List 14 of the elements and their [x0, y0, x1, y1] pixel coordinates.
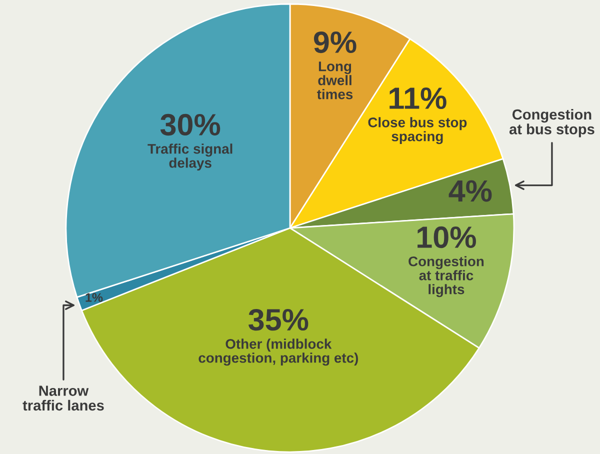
data-label: 4%	[448, 180, 492, 202]
data-label: 9%	[314, 31, 356, 54]
slice-label: Traffic signal delays	[148, 144, 232, 171]
data-label: 10%	[418, 226, 476, 248]
slice-label: Long dwell times	[317, 62, 353, 100]
slice-label: Close bus stop spacing	[368, 117, 467, 144]
data-label: 35%	[248, 308, 308, 331]
slice-label: Narrow traffic lanes	[22, 386, 104, 411]
data-label: 1%	[86, 293, 103, 302]
data-label: 30%	[160, 114, 220, 136]
slice-label: Other (midblock congestion, parking etc)	[198, 338, 358, 366]
slice-label: Congestion at traffic lights	[408, 256, 484, 298]
slice-label: Congestion at bus stops	[509, 108, 594, 138]
data-label: 11%	[390, 88, 446, 110]
